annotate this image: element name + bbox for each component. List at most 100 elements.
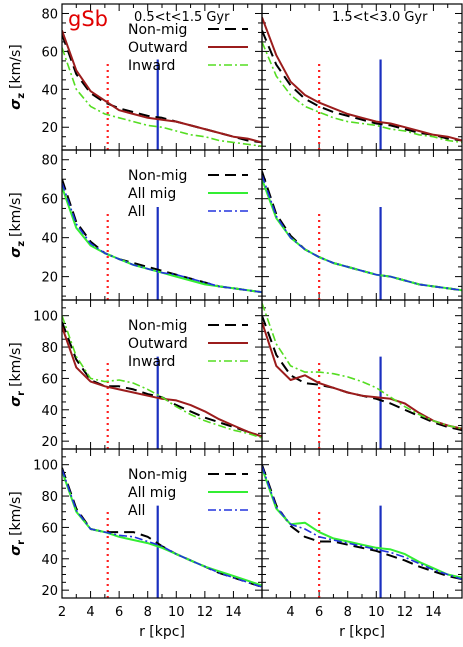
- legend: Non-mig Outward Inward: [128, 22, 248, 74]
- panel-frame: [261, 448, 463, 599]
- series-line-nonmig: [62, 178, 262, 294]
- legend-label: Non-mig: [128, 318, 187, 334]
- series-group: [62, 467, 262, 588]
- x-tick-label: 10: [368, 605, 385, 620]
- y-tick-label: 80: [41, 7, 58, 22]
- ticks: [61, 448, 263, 599]
- y-tick-label: 20: [41, 584, 58, 599]
- series-line-allmig: [62, 186, 262, 294]
- series-line-inward: [262, 302, 462, 430]
- series-line-nonmig: [262, 171, 462, 292]
- y-tick-label: 20: [41, 121, 58, 136]
- y-tick-label: 40: [41, 232, 58, 247]
- y-tick-label: 40: [41, 553, 58, 568]
- y-axis-subscript: z: [16, 93, 27, 99]
- series-line-inward: [62, 47, 262, 147]
- y-tick-label: 20: [41, 435, 58, 450]
- ticks: [261, 448, 463, 599]
- x-tick-label: 6: [315, 605, 323, 620]
- y-axis-label: σr [km/s]: [8, 491, 27, 556]
- legend-label: All: [128, 503, 145, 519]
- y-axis-unit: [km/s]: [8, 44, 24, 89]
- y-axis-subscript: r: [16, 391, 27, 396]
- panel-r4-c2: [261, 448, 463, 599]
- series-group: [262, 16, 462, 144]
- panel-r1-c2: [261, 3, 463, 151]
- x-tick-label: 12: [397, 605, 414, 620]
- legend: Non-mig All mig All: [128, 467, 248, 519]
- y-axis-symbol: σ: [8, 99, 24, 110]
- legend-label: Inward: [128, 354, 175, 370]
- x-tick-label: 4: [86, 605, 94, 620]
- y-axis-label: σz [km/s]: [8, 192, 27, 257]
- legend: Non-mig Outward Inward: [128, 318, 248, 370]
- x-tick-label: 2: [58, 605, 66, 620]
- y-axis-label: σr [km/s]: [8, 342, 27, 407]
- galaxy-label: gSb: [68, 7, 108, 31]
- legend-label: Non-mig: [128, 467, 187, 483]
- series-group: [262, 171, 462, 292]
- series-group: [62, 315, 262, 439]
- panel-frame: [261, 149, 463, 301]
- y-tick-label: 40: [41, 83, 58, 98]
- y-tick-label: 60: [41, 193, 58, 208]
- y-tick-label: 60: [41, 521, 58, 536]
- y-tick-label: 80: [41, 154, 58, 169]
- x-tick-label: 14: [425, 605, 442, 620]
- series-line-nonmig: [262, 464, 462, 581]
- y-tick-label: 80: [41, 490, 58, 505]
- series-line-outward: [62, 30, 262, 144]
- ticks: [261, 149, 463, 300]
- y-axis-unit: [km/s]: [8, 342, 24, 387]
- y-tick-label: 100: [33, 310, 58, 325]
- series-line-outward: [262, 16, 462, 142]
- panel-r1-c1: Non-mig Outward Inward: [61, 3, 263, 151]
- y-axis-subscript: r: [16, 540, 27, 545]
- series-group: [262, 302, 462, 432]
- panel-frame: [261, 3, 463, 151]
- legend-label: All: [128, 204, 145, 220]
- legend-label: Inward: [128, 58, 175, 74]
- x-tick-label: 12: [197, 605, 214, 620]
- y-axis-unit: [km/s]: [8, 192, 24, 237]
- series-group: [62, 30, 262, 147]
- legend-label: Outward: [128, 40, 188, 56]
- series-line-allmig: [262, 178, 462, 292]
- panel-r4-c1: Non-mig All mig All: [61, 448, 263, 599]
- y-tick-label: 60: [41, 45, 58, 60]
- panel-r3-c2: [261, 299, 463, 450]
- ticks: [261, 3, 463, 150]
- x-tick-label: 4: [286, 605, 294, 620]
- x-tick-label: 6: [115, 605, 123, 620]
- series-line-inward: [62, 315, 262, 439]
- series-line-all: [262, 466, 462, 580]
- y-axis-label: σz [km/s]: [8, 44, 27, 109]
- y-tick-label: 20: [41, 271, 58, 286]
- series-line-allmig: [262, 467, 462, 579]
- x-tick-label: 10: [168, 605, 185, 620]
- series-line-outward: [62, 326, 262, 438]
- y-axis-unit: [km/s]: [8, 491, 24, 536]
- series-line-outward: [262, 321, 462, 430]
- legend-label: Non-mig: [128, 168, 187, 184]
- y-tick-label: 100: [33, 459, 58, 474]
- x-tick-label: 8: [344, 605, 352, 620]
- y-axis-symbol: σ: [8, 545, 24, 556]
- legend-label: Non-mig: [128, 22, 187, 38]
- panel-frame: [261, 299, 463, 450]
- y-axis-subscript: z: [16, 241, 27, 247]
- x-axis-label: r [kpc]: [139, 624, 185, 640]
- column-title: 1.5<t<3.0 Gyr: [332, 10, 428, 25]
- y-tick-label: 80: [41, 341, 58, 356]
- y-tick-label: 60: [41, 372, 58, 387]
- panel-r2-c1: Non-mig All mig All: [61, 149, 263, 301]
- series-group: [62, 178, 262, 294]
- x-axis-label: r [kpc]: [339, 624, 385, 640]
- legend-label: Outward: [128, 336, 188, 352]
- series-group: [262, 464, 462, 581]
- series-line-inward: [262, 41, 462, 144]
- series-line-all: [262, 175, 462, 292]
- x-tick-label: 8: [144, 605, 152, 620]
- y-axis-symbol: σ: [8, 247, 24, 258]
